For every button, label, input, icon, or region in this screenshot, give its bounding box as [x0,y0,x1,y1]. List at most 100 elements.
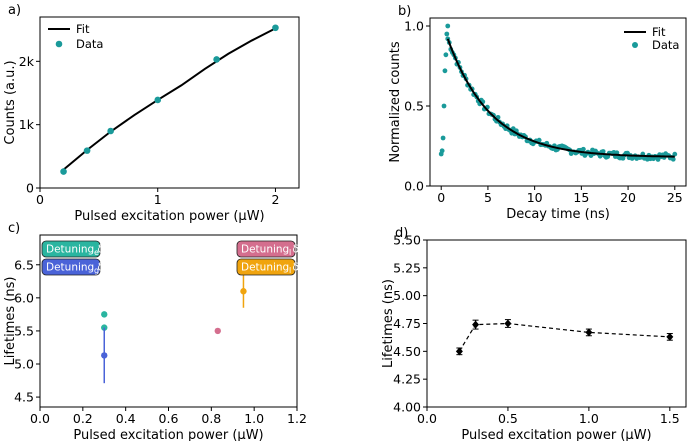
data-point [585,328,593,337]
data-point [670,156,676,162]
legend-badge [41,240,101,258]
data-point [107,127,114,135]
data-point [536,137,542,143]
legend-data-swatch [632,42,638,48]
data-point [445,23,451,29]
y-tick-label: 0.0 [404,179,424,194]
legend-data-swatch [55,40,63,48]
fit-line [446,38,675,158]
y-tick-label: 0.5 [404,99,424,114]
y-axis-label: Lifetimes (ns) [3,277,18,366]
x-axis-label: Pulsed excitation power (μW) [461,428,651,441]
x-tick-label: 0.0 [417,411,437,426]
x-tick-label: 5 [484,190,492,205]
x-tick-label: 0.8 [201,411,221,426]
data-point [240,288,247,295]
data-point [60,168,67,175]
y-tick-label: 5.5 [14,323,34,338]
legend-badge [41,258,101,276]
y-tick-label: 2k [19,54,35,69]
panel-d: 0.0 0.5 1.0 1.5 4.00 4.25 4.50 4.75 5.00 5.25 5.50… [381,226,687,441]
data-point [472,320,480,329]
legend-badge-sub: l [289,266,291,275]
data-point [443,52,449,58]
data-point [272,24,279,32]
plot-frame [426,239,687,408]
y-tick-label: 5.0 [14,357,34,372]
data-point [101,311,108,318]
data-point [580,146,586,152]
data-point [439,148,445,154]
panel-a: 0 1 2 0 1k 2k Pulsed excitation power (μW) Coun… [3,3,300,224]
y-axis-label: Lifetimes (ns) [381,279,396,368]
x-axis-label: Pulsed excitation power (μW) [73,428,263,441]
panel-label: c) [8,221,20,236]
data-point [655,157,661,162]
data-point [441,103,447,109]
data-point [442,68,448,74]
dashed-line [458,322,670,352]
x-tick-label: 0.5 [498,411,518,426]
x-tick-label: 0.4 [116,411,136,426]
legend-data-label: Data [76,37,103,51]
x-axis-label: Pulsed excitation power (μW) [74,209,264,224]
data-point [672,151,678,157]
legend-badge-label: Detuning δ [46,262,104,274]
data-point [440,135,446,141]
panel-c: 0.0 0.2 0.4 0.6 0.8 1.0 1.2 4.5 5.0 5.5 6.0 6.5 Puls… [3,221,307,441]
legend-badge-sub: l [289,248,291,257]
y-tick-label: 6.5 [14,257,34,272]
data-point [597,153,603,159]
data-point [154,96,162,104]
data-point [600,149,606,154]
legend-badge-sub: e [94,248,99,257]
y-tick-label: 0 [26,181,34,196]
legend-badge-sub: g [94,266,99,275]
data-point [101,352,108,359]
x-tick-label: 15 [573,190,589,205]
x-tick-label: 0.2 [73,411,93,426]
x-tick-label: 1.2 [287,411,307,426]
panel-label: b) [398,4,411,19]
x-tick-label: 1.0 [579,411,599,426]
y-axis-label: Counts (a.u.) [3,60,18,144]
legend-badge-label: Detuning δ [241,262,299,274]
y-tick-label: 5.00 [393,288,421,303]
data-point [83,147,91,154]
y-tick-label: 4.25 [393,372,421,387]
panel-label: d) [395,226,408,241]
y-tick-label: 4.50 [393,344,421,359]
legend-badge [236,240,296,258]
y-tick-label: 5.25 [393,260,421,275]
legend-data-label: Data [652,38,679,52]
y-tick-label: 4.75 [393,316,421,331]
x-tick-label: 1.0 [244,411,264,426]
y-tick-label: 1k [19,117,35,132]
x-tick-label: 1.5 [660,411,680,426]
x-tick-label: 1 [154,192,162,207]
legend-badge [236,258,296,276]
x-tick-label: 0 [437,190,445,205]
panel-label: a) [8,3,21,18]
plot-frame [429,17,687,187]
plot-frame [39,16,300,189]
panel-b: 0 5 10 15 20 25 0.0 0.5 1.0 Decay time (ns) Normal… [388,4,687,222]
fit-line [62,27,276,171]
x-tick-label: 20 [620,190,636,205]
data-point [455,347,463,356]
legend-fit-label: Fit [76,22,90,36]
legend-badge-label: Detuning δ [241,244,299,256]
data-point [504,319,512,328]
data-point [101,324,108,331]
data-point [213,56,220,63]
x-tick-label: 0.0 [30,411,50,426]
y-tick-label: 4.00 [393,400,421,415]
x-tick-label: 0 [36,192,44,207]
y-tick-label: 6.0 [14,290,34,305]
x-tick-label: 25 [667,190,683,205]
x-tick-label: 10 [527,190,543,205]
data-point [444,31,450,37]
data-point [666,332,674,341]
x-axis-label: Decay time (ns) [506,207,610,222]
